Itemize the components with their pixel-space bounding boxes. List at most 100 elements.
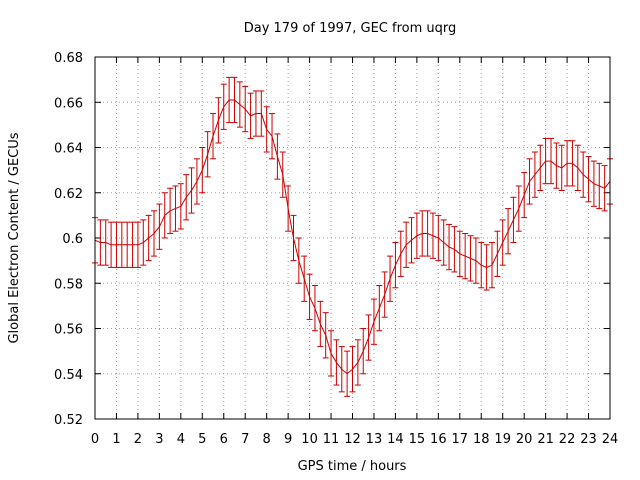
x-tick-label: 24	[602, 432, 619, 447]
data-point	[145, 214, 152, 262]
y-tick-label: 0.68	[54, 51, 83, 66]
x-tick-label: 23	[580, 432, 597, 447]
y-axis-label: Global Electron Content / GECUs	[7, 132, 22, 343]
data-point	[344, 350, 351, 397]
x-tick-label: 0	[91, 432, 99, 447]
data-point	[140, 219, 147, 266]
data-point	[360, 328, 367, 375]
x-tick-label: 7	[241, 432, 249, 447]
data-point	[285, 185, 292, 232]
data-point	[317, 300, 324, 348]
data-point	[199, 147, 206, 194]
data-point	[151, 210, 158, 257]
data-point	[429, 212, 436, 259]
x-tick-label: 8	[263, 432, 271, 447]
x-tick-label: 18	[473, 432, 490, 447]
x-tick-label: 10	[301, 432, 318, 447]
x-tick-label: 20	[516, 432, 533, 447]
data-point	[510, 196, 517, 244]
data-point	[558, 144, 565, 191]
data-point	[424, 210, 431, 257]
data-point	[129, 221, 136, 268]
data-point	[590, 160, 597, 207]
x-tick-label: 6	[220, 432, 228, 447]
tick-labels: 0 1 2 3 4 5 6 7 8 9 10 11 12 13 14 15 16 17 18 19 20 21 22 23 24…	[54, 51, 618, 447]
data-point	[537, 144, 544, 191]
x-tick-label: 12	[344, 432, 361, 447]
data-point	[113, 221, 120, 268]
data-point	[387, 255, 394, 302]
x-tick-label: 4	[177, 432, 185, 447]
data-point	[349, 346, 356, 393]
data-point	[274, 133, 281, 180]
data-point	[397, 230, 404, 277]
data-point	[456, 230, 463, 277]
data-point	[376, 285, 383, 332]
data-point	[215, 97, 222, 144]
y-tick-label: 0.6	[62, 232, 83, 247]
data-point	[295, 237, 302, 284]
x-tick-label: 13	[366, 432, 383, 447]
data-point	[569, 140, 576, 187]
x-tick-label: 5	[198, 432, 206, 447]
data-point	[258, 90, 265, 137]
series-gec	[92, 76, 613, 397]
data-point	[440, 219, 447, 266]
data-point	[596, 162, 603, 210]
data-point	[118, 221, 125, 268]
data-point	[322, 312, 329, 359]
x-tick-label: 3	[155, 432, 163, 447]
y-tick-label: 0.52	[54, 413, 83, 428]
data-point	[226, 76, 233, 124]
data-point	[236, 81, 243, 128]
data-point	[97, 219, 104, 266]
data-point	[483, 244, 490, 291]
chart-title: Day 179 of 1997, GEC from uqrg	[244, 21, 457, 36]
data-point	[167, 187, 174, 234]
data-point	[451, 226, 458, 273]
data-point	[526, 158, 533, 205]
data-point	[499, 219, 506, 266]
data-point	[156, 203, 163, 250]
axis-ticks	[94, 56, 611, 420]
data-point	[564, 140, 571, 187]
plot-frame	[94, 56, 611, 420]
data-point	[108, 221, 115, 268]
data-point	[467, 235, 474, 282]
data-point	[124, 221, 131, 268]
data-point	[252, 90, 259, 137]
data-point	[311, 285, 318, 332]
x-tick-label: 14	[387, 432, 404, 447]
data-point	[263, 106, 270, 153]
data-point	[193, 158, 200, 205]
y-tick-label: 0.64	[54, 142, 83, 157]
y-tick-label: 0.62	[54, 187, 83, 202]
y-tick-label: 0.56	[54, 323, 83, 338]
data-point	[328, 330, 335, 377]
y-tick-label: 0.54	[54, 368, 83, 383]
data-point	[370, 298, 377, 345]
data-point	[338, 346, 345, 393]
data-point	[242, 85, 249, 133]
x-tick-label: 17	[452, 432, 469, 447]
data-point	[515, 185, 522, 232]
data-point	[531, 151, 538, 198]
x-tick-label: 19	[494, 432, 511, 447]
data-point	[472, 237, 479, 284]
data-point	[247, 92, 254, 139]
x-tick-label: 21	[537, 432, 554, 447]
data-point	[279, 151, 286, 198]
y-tick-label: 0.66	[54, 96, 83, 111]
data-point	[177, 183, 184, 230]
data-point	[365, 314, 372, 361]
data-point	[220, 83, 227, 130]
x-tick-label: 1	[112, 432, 120, 447]
data-point	[462, 232, 469, 280]
y-tick-label: 0.58	[54, 277, 83, 292]
x-axis-label: GPS time / hours	[298, 459, 407, 474]
data-point	[547, 137, 554, 185]
x-tick-label: 11	[323, 432, 340, 447]
data-point	[333, 339, 340, 386]
data-point	[419, 210, 426, 257]
data-point	[553, 142, 560, 189]
